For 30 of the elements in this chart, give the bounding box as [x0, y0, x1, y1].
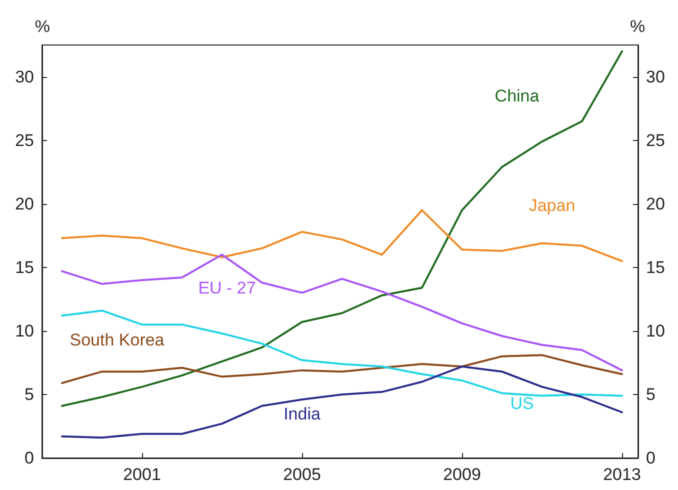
x-tick-label: 2009: [443, 465, 481, 484]
series-label: India: [284, 404, 321, 424]
y-tick-label: 0: [24, 448, 34, 468]
y-tick-label: 25: [15, 130, 34, 150]
y-tick-label: 15: [15, 258, 34, 277]
y2-tick-label: 0: [646, 448, 656, 468]
y2-tick-label: 5: [646, 384, 656, 404]
line-series: [61, 310, 623, 397]
y-axis-title: %: [34, 17, 50, 36]
x-tick-label: 2001: [123, 465, 161, 484]
y2-tick-label: 15: [646, 258, 665, 277]
line-series: [61, 254, 623, 372]
series-label: EU - 27: [198, 278, 256, 298]
series-label: South Korea: [70, 330, 165, 350]
y2-tick-label: 10: [646, 321, 665, 340]
series-label: US: [510, 394, 534, 414]
x-tick-label: 2013: [603, 465, 641, 484]
y2-axis-title: %: [630, 17, 646, 36]
y2-tick-label: 30: [646, 67, 665, 86]
series-label: Japan: [528, 196, 576, 216]
line-series: [61, 354, 623, 384]
x-tick-label: 2005: [283, 465, 321, 484]
y-tick-label: 10: [15, 321, 34, 340]
y2-tick-label: 20: [646, 194, 665, 214]
series-label: China: [494, 86, 540, 106]
y-tick-label: 5: [24, 384, 34, 404]
line-series: [61, 366, 623, 439]
y-tick-label: 20: [15, 194, 34, 214]
y2-tick-label: 25: [646, 130, 665, 150]
y-tick-label: 30: [15, 67, 34, 86]
